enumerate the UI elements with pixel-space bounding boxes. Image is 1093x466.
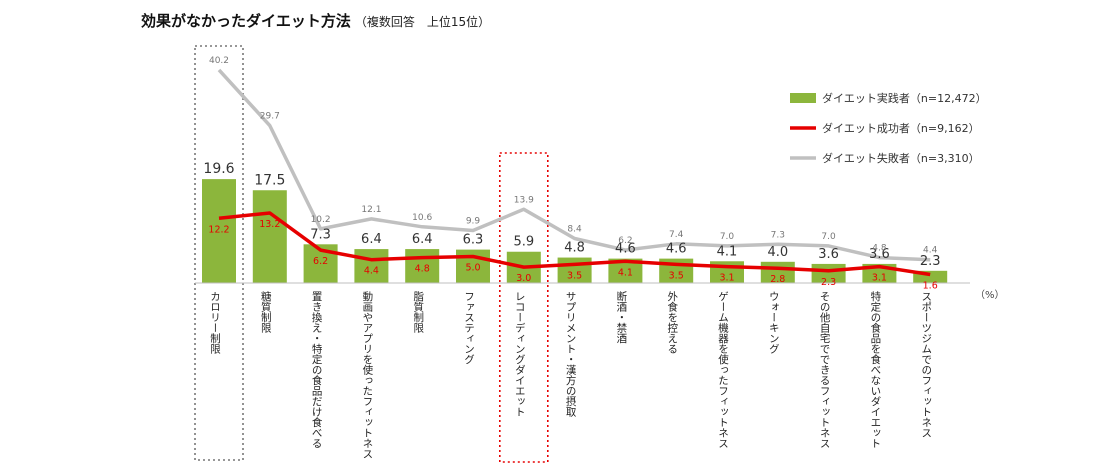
bar-value-label: 3.6 [818, 247, 839, 262]
failure-value-label: 7.3 [771, 230, 785, 240]
failure-value-label: 10.2 [311, 215, 331, 225]
bar-value-label: 4.0 [767, 245, 788, 260]
category-label: 置き換え・特定の食品だけ食べる [311, 291, 323, 449]
category-label: 糖質制限 [260, 290, 272, 334]
failure-value-label: 7.0 [720, 232, 735, 242]
success-value-label: 3.5 [669, 270, 684, 281]
success-value-label: 6.2 [313, 256, 328, 267]
category-label: スポーツジムでのフィットネス [920, 291, 932, 438]
failure-value-label: 9.9 [466, 217, 481, 227]
failure-value-label: 29.7 [260, 112, 280, 122]
bar [405, 249, 440, 283]
bar-value-label: 6.3 [463, 233, 484, 248]
legend-swatch [790, 93, 816, 103]
category-label: 特定の食品を食べないダイエット [869, 291, 881, 449]
failure-value-label: 4.8 [872, 244, 887, 254]
legend-label: ダイエット失敗者（n=3,310） [822, 151, 980, 165]
category-label: 外食を控える [666, 291, 678, 354]
bar-value-label: 4.8 [564, 241, 585, 256]
failure-value-label: 10.6 [412, 213, 432, 223]
failure-value-label: 13.9 [514, 195, 534, 205]
legend-label: ダイエット実践者（n=12,472） [822, 91, 987, 105]
success-value-label: 3.1 [719, 273, 734, 284]
bar-value-label: 5.9 [513, 235, 534, 250]
category-label: ファスティング [463, 291, 475, 365]
bar-value-label: 6.4 [361, 232, 382, 247]
success-value-label: 3.1 [872, 273, 887, 284]
success-value-label: 12.2 [208, 224, 229, 235]
failure-value-label: 7.4 [669, 230, 684, 240]
success-value-label: 4.8 [415, 264, 430, 275]
bar [557, 257, 592, 283]
bar-value-label: 2.3 [920, 254, 941, 269]
chart-title: 効果がなかったダイエット方法 [141, 12, 351, 30]
success-value-label: 2.8 [770, 274, 785, 285]
bar-value-label: 4.6 [666, 242, 687, 257]
success-value-label: 3.5 [567, 270, 582, 281]
category-label: ゲーム機器を使ったフィットネス [717, 291, 729, 449]
success-value-label: 1.6 [923, 281, 938, 292]
category-label: その他自宅でできるフィットネス [819, 291, 831, 449]
legend-label: ダイエット成功者（n=9,162） [822, 121, 980, 135]
category-label: 動画やアプリを使ったフィットネス [361, 290, 373, 459]
bar-value-label: 3.6 [869, 247, 890, 262]
chart-subtitle: （複数回答 上位15位） [354, 15, 491, 29]
category-label: カロリー制限 [209, 291, 221, 355]
failure-value-label: 40.2 [209, 56, 229, 66]
bar-value-label: 17.5 [254, 172, 285, 188]
bar [252, 190, 287, 283]
bar-value-label: 19.6 [203, 161, 234, 177]
bar [202, 179, 236, 283]
series-line-failure [217, 68, 931, 262]
unit-label: （%） [975, 289, 1005, 301]
failure-value-label: 12.1 [361, 205, 381, 215]
success-value-label: 13.2 [259, 219, 280, 230]
chart-title-block: 効果がなかったダイエット方法 （複数回答 上位15位） [141, 10, 490, 31]
category-label: 脂質制限 [412, 290, 424, 334]
category-label: ウォーキング [768, 291, 780, 354]
bar-value-label: 4.6 [615, 242, 636, 257]
bar-value-label: 4.1 [717, 244, 738, 259]
success-value-label: 2.3 [821, 277, 836, 288]
failure-value-label: 7.0 [821, 232, 836, 242]
success-value-label: 5.0 [465, 263, 480, 274]
success-value-label: 4.1 [618, 267, 633, 278]
category-label: レコーディングダイエット [514, 291, 526, 417]
bar [354, 249, 389, 283]
highlight-box [498, 152, 549, 463]
failure-value-label: 8.4 [567, 224, 582, 234]
highlight-box [194, 45, 244, 461]
category-label: サプリメント・漢方の摂取 [565, 291, 577, 418]
success-value-label: 3.0 [516, 273, 531, 284]
success-value-label: 4.4 [364, 266, 379, 277]
series-line-success [218, 211, 931, 277]
bar-value-label: 7.3 [310, 227, 331, 242]
failure-value-label: 4.4 [923, 246, 938, 256]
category-label: 断酒・禁酒 [615, 290, 627, 344]
bar-value-label: 6.4 [412, 232, 433, 247]
failure-value-label: 6.2 [618, 236, 632, 246]
